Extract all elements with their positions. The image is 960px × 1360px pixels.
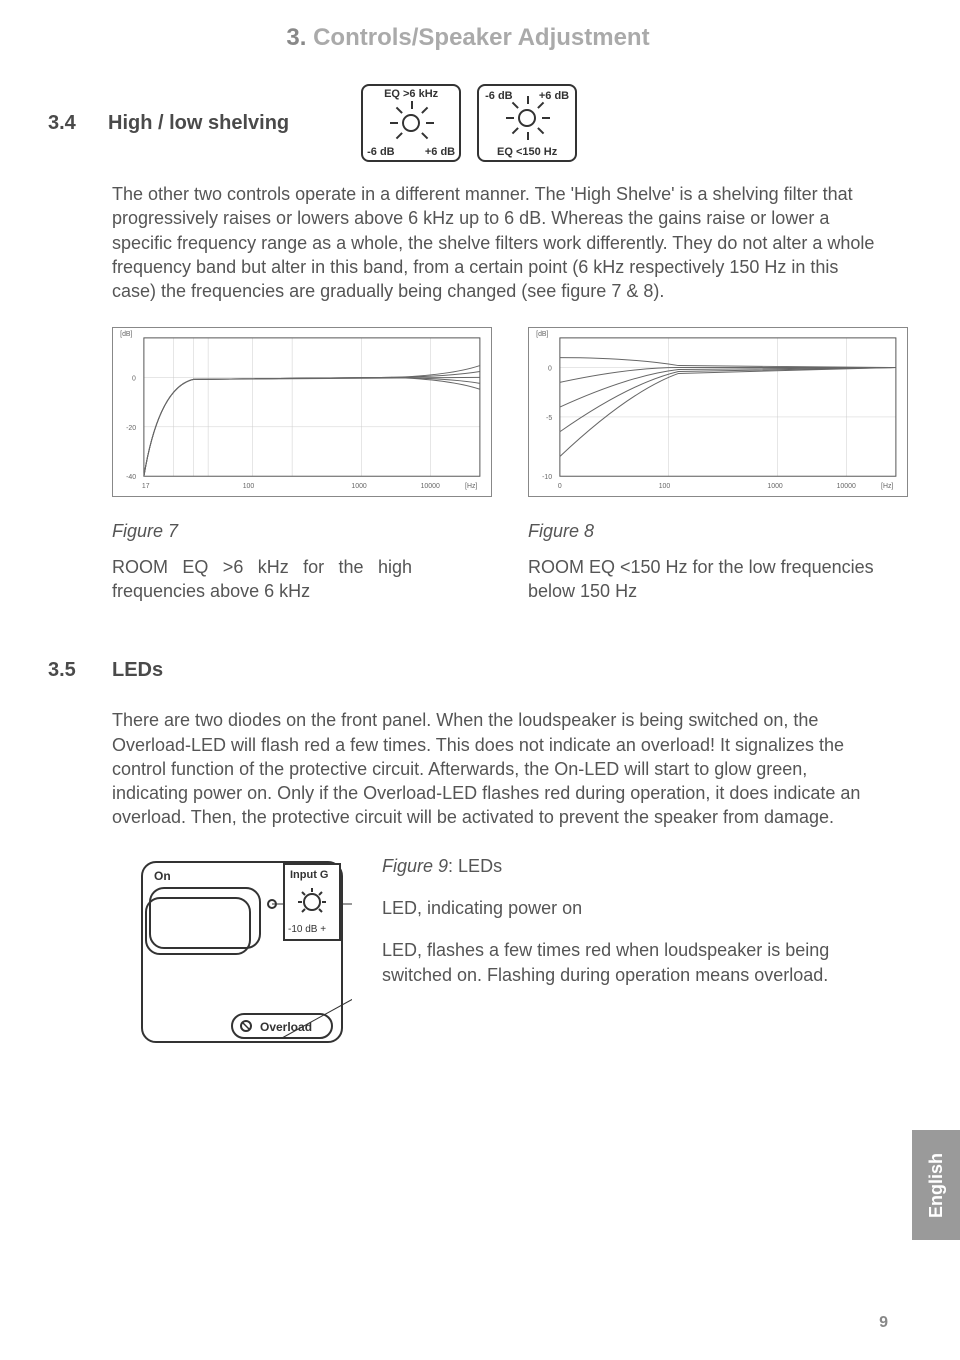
knob1-top: EQ >6 kHz bbox=[384, 88, 438, 100]
svg-text:0: 0 bbox=[132, 376, 136, 383]
knob-low-shelve: -6 dB +6 dB EQ <150 Hz bbox=[477, 84, 577, 162]
svg-text:-40: -40 bbox=[126, 475, 136, 482]
section-3-5-header: 3.5 LEDs bbox=[48, 659, 888, 682]
knob2-right: +6 dB bbox=[539, 90, 569, 102]
svg-text:100: 100 bbox=[243, 484, 255, 491]
svg-text:[dB]: [dB] bbox=[536, 331, 548, 338]
svg-text:-10 dB +: -10 dB + bbox=[288, 924, 326, 935]
figure-8-desc: ROOM EQ <150 Hz for the low frequencies … bbox=[528, 556, 908, 603]
figure-8-label: Figure 8 bbox=[528, 521, 908, 542]
language-tab: English bbox=[912, 1130, 960, 1240]
chapter-number: 3. bbox=[286, 24, 306, 51]
chapter-title: 3. Controls/Speaker Adjustment bbox=[48, 24, 888, 52]
svg-text:1000: 1000 bbox=[351, 484, 367, 491]
figure-9-title: Figure 9: LEDs bbox=[382, 854, 880, 878]
section-title: LEDs bbox=[112, 659, 163, 682]
section-title: High / low shelving bbox=[108, 112, 289, 135]
section-3-5-paragraph: There are two diodes on the front panel.… bbox=[112, 708, 880, 829]
svg-text:100: 100 bbox=[659, 484, 671, 491]
section-3-4-paragraph: The other two controls operate in a diff… bbox=[112, 182, 880, 303]
svg-text:-10: -10 bbox=[542, 475, 552, 482]
led-line-1: LED, indicating power on bbox=[382, 896, 880, 920]
figure-7-desc: ROOM EQ >6 kHz for the high frequencies … bbox=[112, 556, 412, 603]
knob-icon bbox=[518, 109, 536, 127]
figure-7-label: Figure 7 bbox=[112, 521, 492, 542]
knob2-bottom: EQ <150 Hz bbox=[497, 146, 557, 158]
fig9-label: Figure 9 bbox=[382, 856, 448, 876]
svg-text:0: 0 bbox=[548, 366, 552, 373]
section-3-4-header: 3.4 High / low shelving EQ >6 kHz -6 dB … bbox=[48, 84, 888, 162]
knob-icon bbox=[402, 114, 420, 132]
figure-9-diagram: On Input G bbox=[132, 854, 352, 1054]
svg-text:Input G: Input G bbox=[290, 869, 329, 881]
svg-text:-5: -5 bbox=[546, 415, 552, 422]
figure-7-graph: [dB] 0 -20 -40 17 100 1000 10000 [Hz] bbox=[112, 327, 492, 497]
knob2-left: -6 dB bbox=[485, 90, 513, 102]
figure-8-graph: [dB] 0 -5 -10 0 100 1000 10000 [Hz] bbox=[528, 327, 908, 497]
svg-text:Overload: Overload bbox=[260, 1020, 312, 1034]
knob1-left: -6 dB bbox=[367, 146, 395, 158]
svg-text:17: 17 bbox=[142, 484, 150, 491]
language-label: English bbox=[926, 1152, 947, 1217]
svg-text:10000: 10000 bbox=[837, 484, 856, 491]
svg-text:10000: 10000 bbox=[421, 484, 440, 491]
page-number: 9 bbox=[879, 1314, 888, 1332]
section-number: 3.4 bbox=[48, 112, 92, 135]
chapter-text: Controls/Speaker Adjustment bbox=[313, 24, 650, 51]
figures-row: [dB] 0 -20 -40 17 100 1000 10000 [Hz] Fi… bbox=[112, 327, 880, 603]
svg-text:[dB]: [dB] bbox=[120, 331, 132, 338]
svg-text:[Hz]: [Hz] bbox=[881, 484, 893, 491]
fig9-suffix: : LEDs bbox=[448, 856, 502, 876]
svg-text:[Hz]: [Hz] bbox=[465, 484, 477, 491]
on-label: On bbox=[154, 869, 171, 883]
led-line-2: LED, flashes a few times red when loudsp… bbox=[382, 938, 880, 987]
svg-text:0: 0 bbox=[558, 484, 562, 491]
svg-text:-20: -20 bbox=[126, 425, 136, 432]
knob1-right: +6 dB bbox=[425, 146, 455, 158]
svg-text:1000: 1000 bbox=[767, 484, 783, 491]
section-number: 3.5 bbox=[48, 659, 92, 682]
knob-high-shelve: EQ >6 kHz -6 dB +6 dB bbox=[361, 84, 461, 162]
